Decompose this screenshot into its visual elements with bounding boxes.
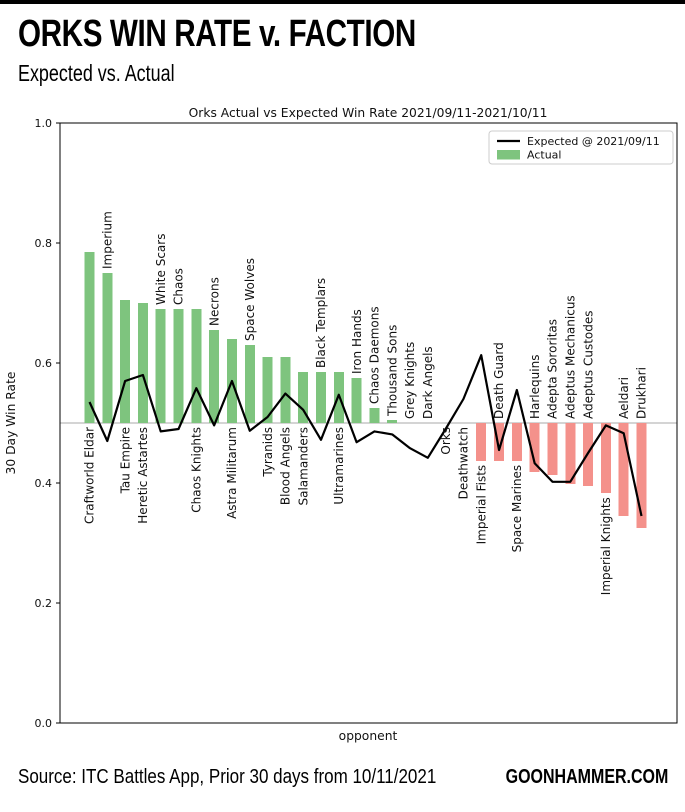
bar-tyranids <box>262 357 273 423</box>
bar-aeldari <box>618 423 629 516</box>
category-label: Heretic Astartes <box>136 427 150 524</box>
category-label: Chaos Daemons <box>368 306 382 404</box>
x-axis-label: opponent <box>339 729 398 743</box>
category-label: Orks <box>439 427 453 455</box>
category-label: Black Templars <box>314 278 328 368</box>
category-label: Salamanders <box>296 427 310 506</box>
category-label: Adeptus Custodes <box>581 310 595 419</box>
bar-blood-angels <box>280 357 291 423</box>
category-label: Blood Angels <box>279 427 293 505</box>
category-label: Imperial Knights <box>599 497 613 595</box>
bar-white-scars <box>155 309 166 423</box>
page-footer: Source: ITC Battles App, Prior 30 days f… <box>0 764 685 794</box>
y-tick-label: 0.4 <box>35 477 53 490</box>
category-label: Grey Knights <box>403 342 417 419</box>
legend-box <box>488 130 674 165</box>
category-label: Tyranids <box>261 427 275 478</box>
category-label: Chaos <box>172 268 186 305</box>
category-label: Adeptus Mechanicus <box>563 295 577 419</box>
category-label: Death Guard <box>492 342 506 419</box>
y-tick-label: 0.0 <box>35 717 53 730</box>
category-label: Space Wolves <box>243 258 257 341</box>
bar-black-templars <box>315 372 326 423</box>
bar-tau-empire <box>120 300 131 423</box>
y-tick-label: 0.6 <box>35 357 53 370</box>
bar-space-wolves <box>244 345 255 423</box>
y-tick-label: 0.8 <box>35 237 53 250</box>
legend-patch-swatch <box>497 150 520 160</box>
category-label: Imperium <box>101 211 115 269</box>
category-label: Tau Empire <box>118 427 132 494</box>
category-label: Adepta Sororitas <box>546 319 560 419</box>
bar-death-guard <box>494 423 505 461</box>
category-label: Imperial Fists <box>474 465 488 545</box>
bar-thousand-sons <box>387 420 398 423</box>
legend-label-expected: Expected @ 2021/09/11 <box>527 135 660 148</box>
bar-craftworld-eldar <box>84 252 95 423</box>
category-label: White Scars <box>154 234 168 305</box>
plot-border <box>59 122 678 724</box>
category-label: Aeldari <box>617 377 631 419</box>
bar-imperial-fists <box>476 423 487 461</box>
winrate-chart-svg: Orks Actual vs Expected Win Rate 2021/09… <box>4 106 678 743</box>
bar-chaos-daemons <box>369 408 380 423</box>
category-label: Astra Militarum <box>225 427 239 519</box>
bar-imperium <box>102 273 113 423</box>
legend-label-actual: Actual <box>527 149 561 162</box>
bar-chaos-knights <box>191 309 202 423</box>
category-label: Thousand Sons <box>385 325 399 417</box>
y-axis-label: 30 Day Win Rate <box>4 372 18 475</box>
page-subtitle: Expected vs. Actual <box>18 60 175 86</box>
bar-imperial-knights <box>600 423 611 494</box>
chart-title: Orks Actual vs Expected Win Rate 2021/09… <box>189 106 548 120</box>
page-title: ORKS WIN RATE v. FACTION <box>18 13 416 55</box>
category-label: Dark Angels <box>421 346 435 419</box>
category-label: Drukhari <box>635 367 649 419</box>
y-tick-label: 0.2 <box>35 597 53 610</box>
bar-salamanders <box>298 372 309 423</box>
category-label: Necrons <box>207 277 221 326</box>
category-label: Space Marines <box>510 465 524 553</box>
bar-harlequins <box>529 423 540 473</box>
source-note: Source: ITC Battles App, Prior 30 days f… <box>18 766 437 788</box>
bar-drukhari <box>636 423 647 528</box>
bar-space-marines <box>511 423 522 461</box>
bar-iron-hands <box>351 378 362 423</box>
bar-adeptus-mechanicus <box>565 423 576 485</box>
y-tick-label: 1.0 <box>35 117 53 130</box>
winrate-chart: Orks Actual vs Expected Win Rate 2021/09… <box>0 100 685 760</box>
brand-text: GOONHAMMER.COM <box>505 766 668 788</box>
expected-line <box>88 354 643 517</box>
category-label: Iron Hands <box>350 309 364 374</box>
page-header: ORKS WIN RATE v. FACTION Expected vs. Ac… <box>18 14 678 87</box>
category-label: Chaos Knights <box>190 427 204 513</box>
category-label: Craftworld Eldar <box>83 427 97 524</box>
bar-necrons <box>209 330 220 423</box>
category-label: Harlequins <box>528 355 542 419</box>
bar-heretic-astartes <box>137 303 148 423</box>
category-label: Deathwatch <box>457 427 471 499</box>
top-accent-bar <box>0 0 685 4</box>
bar-chaos <box>173 309 184 423</box>
category-label: Ultramarines <box>332 427 346 505</box>
bar-adepta-sororitas <box>547 423 558 476</box>
